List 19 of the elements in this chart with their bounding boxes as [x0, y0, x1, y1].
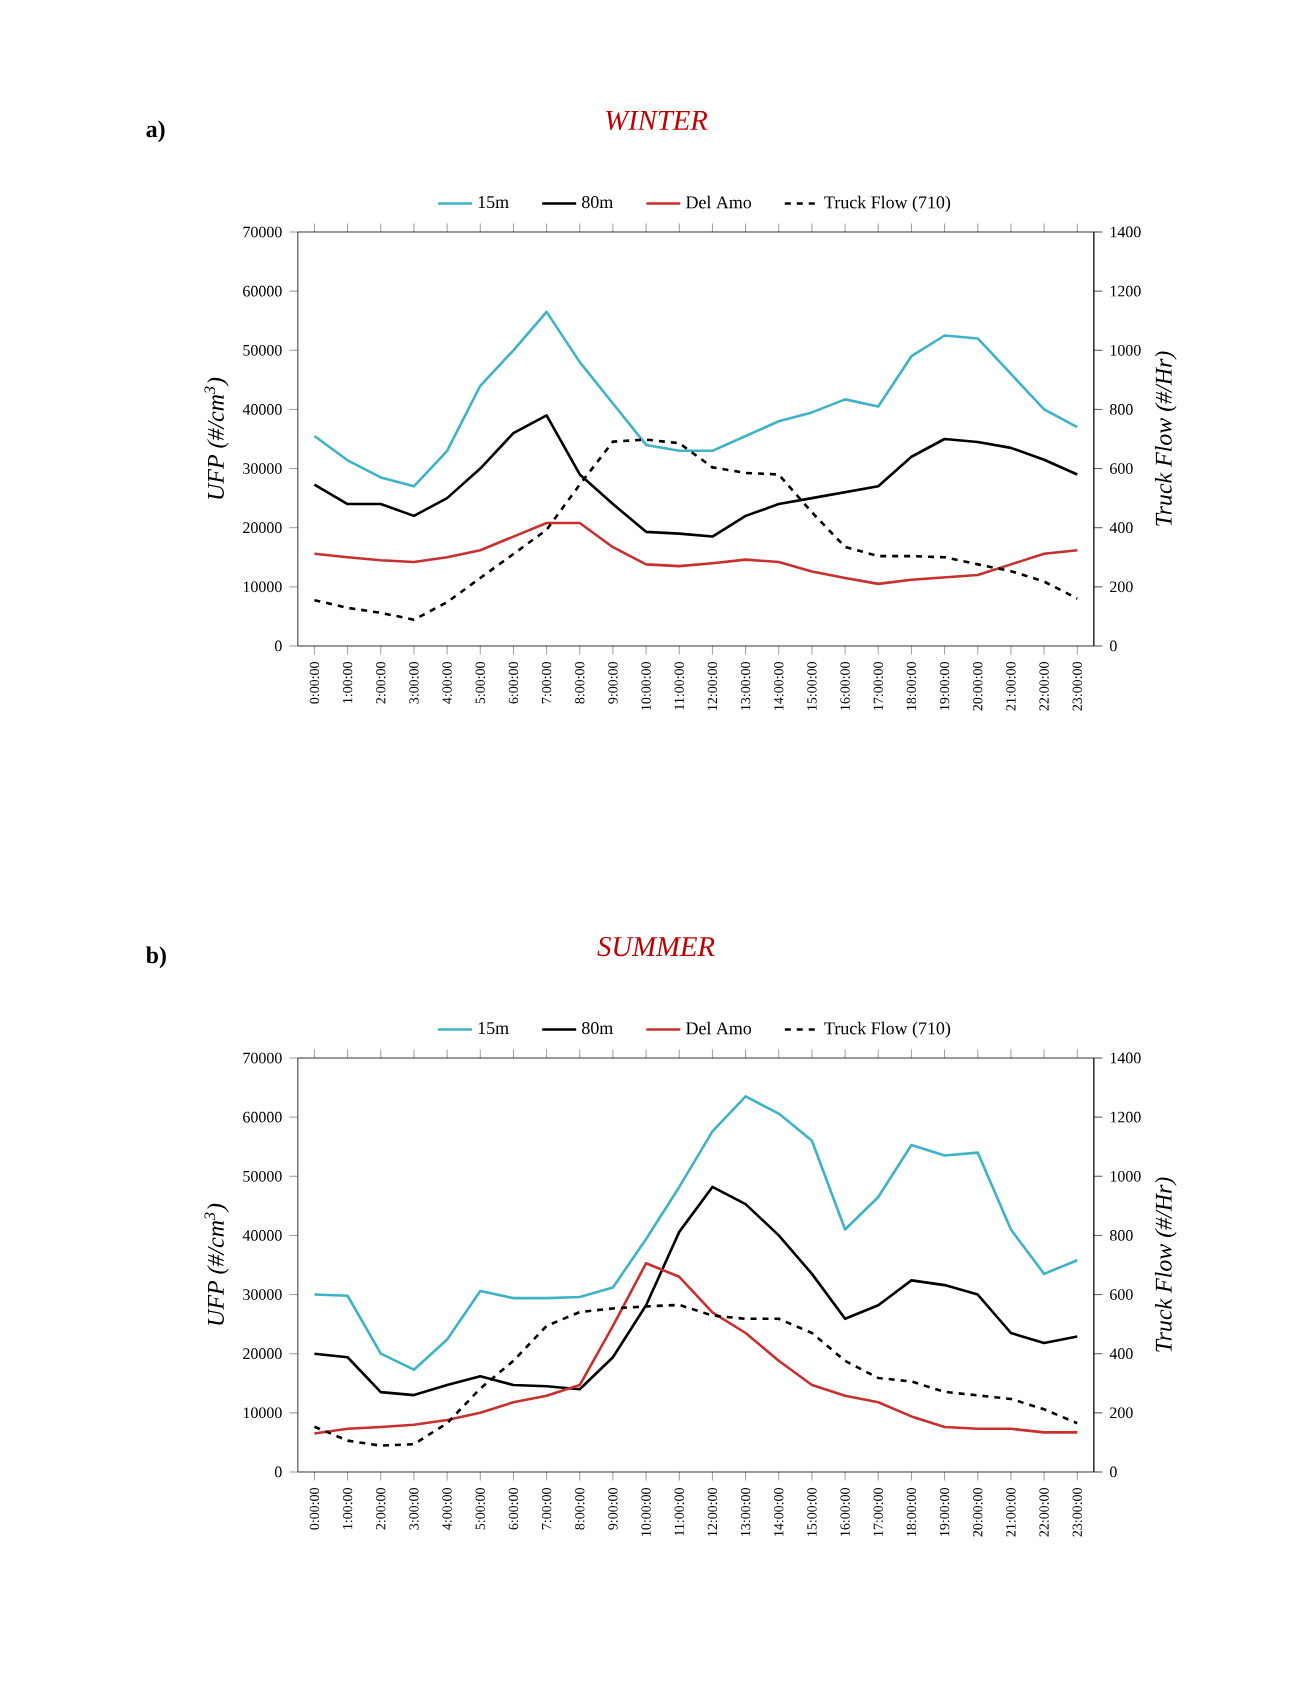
legend-label: 80m [582, 1022, 614, 1035]
legend-label: 15m [478, 196, 509, 209]
legend-label: Del Amo [686, 195, 752, 209]
line-series [313, 1261, 1079, 1435]
chart-title: SUMMER [597, 936, 715, 957]
y2-axis-title: Truck Flow (#/Hr) [1155, 1177, 1177, 1352]
legend-label: Del Amo [686, 1021, 752, 1035]
legend-label: 15m [478, 1022, 509, 1035]
text: a) [146, 120, 165, 143]
y2-axis-title: Truck Flow (#/Hr) [1155, 351, 1177, 526]
legend-label: Truck Flow (710) [824, 195, 951, 213]
y-axis-title: UFP (#/cm$^{3}$) [204, 377, 229, 499]
text: b) [146, 946, 166, 969]
legend-label: Truck Flow (710) [824, 1021, 951, 1039]
y-axis-title: UFP (#/cm$^{3}$) [204, 1203, 229, 1325]
legend-label: 80m [582, 196, 614, 209]
line-series [313, 1095, 1079, 1371]
line-series [313, 310, 1079, 488]
chart-title: WINTER [606, 111, 708, 131]
